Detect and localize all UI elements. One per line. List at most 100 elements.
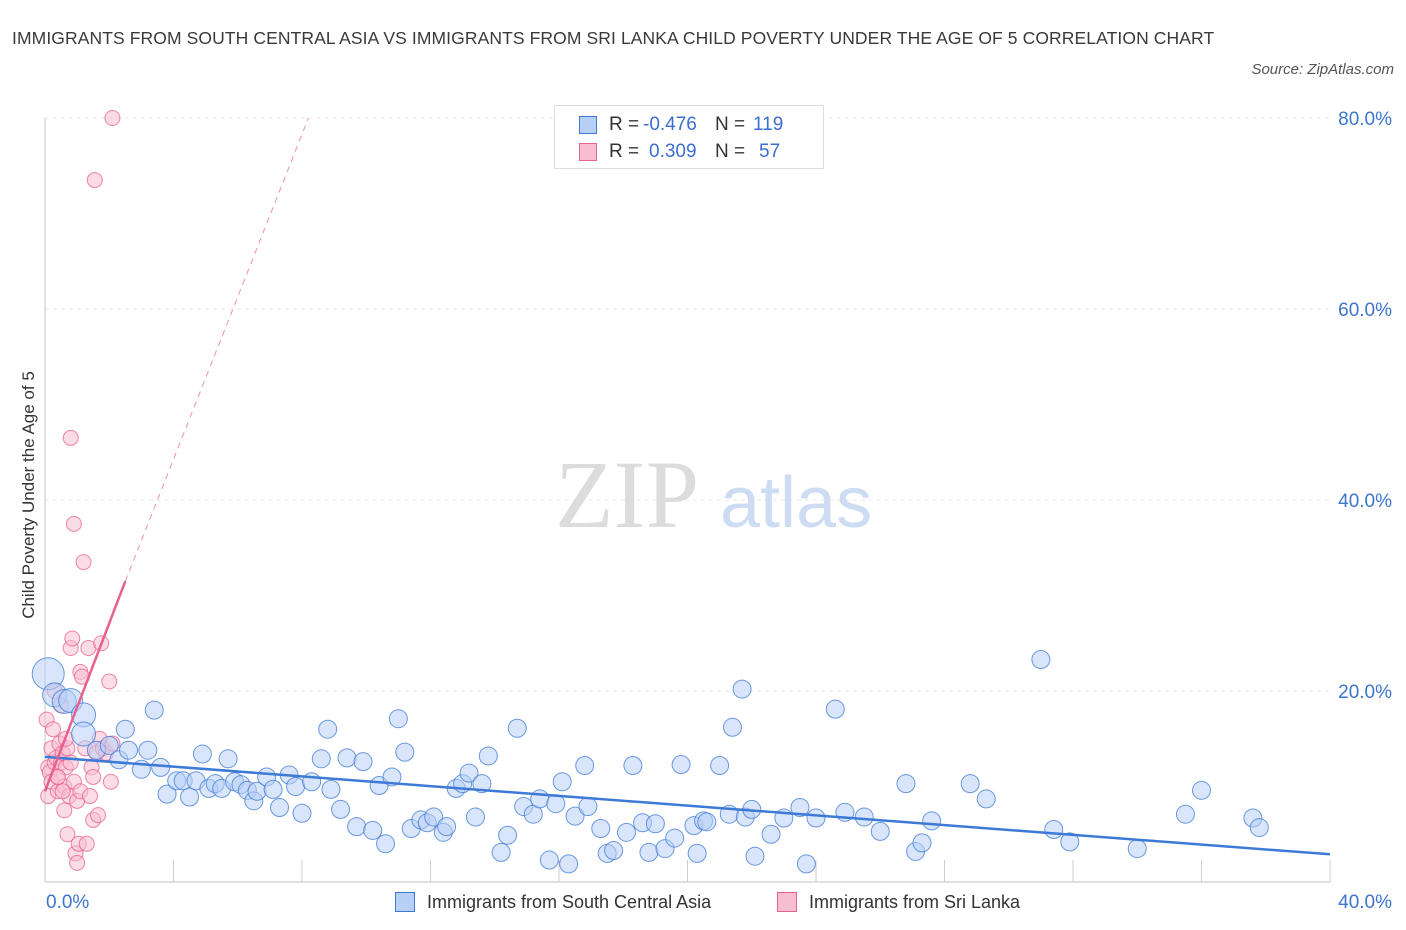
point-south-central-asia-96 [745, 846, 765, 866]
point-south-central-asia-111 [976, 789, 996, 809]
point-south-central-asia-32 [270, 798, 290, 818]
grid-lines [45, 117, 1330, 692]
sri-lanka-points [38, 110, 121, 871]
point-south-central-asia-47 [382, 767, 402, 787]
point-south-central-asia-15 [157, 784, 177, 804]
y-tick-label-3: 80.0% [1338, 109, 1392, 130]
legend-label: Immigrants from Sri Lanka [809, 891, 1021, 912]
point-south-central-asia-43 [353, 752, 373, 772]
point-south-central-asia-18 [180, 787, 200, 807]
point-south-central-asia-62 [491, 842, 511, 862]
legend-item-sri-lanka: Immigrants from Sri Lanka [777, 889, 1020, 915]
legend-swatch-blue [579, 116, 597, 134]
point-sri-lanka-27 [65, 515, 82, 532]
x-tick-label-1: 40.0% [1338, 892, 1392, 913]
point-south-central-asia-5 [71, 721, 97, 747]
legend-n-label: N = [715, 114, 746, 135]
point-sri-lanka-37 [78, 835, 95, 852]
y-axis-label: Child Poverty Under the Age of 5 [19, 371, 38, 619]
point-south-central-asia-7 [99, 735, 119, 755]
point-south-central-asia-114 [1060, 832, 1080, 852]
point-south-central-asia-115 [1127, 839, 1147, 859]
y-tick-label-1: 40.0% [1338, 491, 1392, 512]
point-south-central-asia-106 [896, 774, 916, 794]
point-south-central-asia-68 [539, 850, 559, 870]
legend-r-value: -0.476 [643, 114, 697, 135]
point-south-central-asia-12 [138, 740, 158, 760]
point-south-central-asia-20 [192, 744, 212, 764]
point-sri-lanka-42 [85, 768, 102, 785]
point-south-central-asia-77 [604, 840, 624, 860]
legend-n-value: 57 [759, 141, 781, 162]
legend-swatch-blue [395, 892, 415, 912]
point-sri-lanka-19 [59, 826, 76, 843]
legend-r-label: R = [609, 141, 640, 162]
legend-n-label: N = [715, 141, 746, 162]
point-south-central-asia-31 [263, 779, 283, 799]
point-south-central-asia-41 [337, 748, 357, 768]
point-sri-lanka-6 [45, 721, 62, 738]
point-south-central-asia-64 [507, 718, 527, 738]
legend-row-south-central-asia: R = -0.476 N = 119 [579, 112, 783, 138]
point-south-central-asia-14 [151, 757, 171, 777]
point-sri-lanka-50 [101, 673, 118, 690]
trend-lines [43, 117, 1331, 856]
legend-r-value: 0.309 [649, 141, 697, 162]
point-south-central-asia-84 [665, 828, 685, 848]
tick-labels: 20.0% 40.0% 60.0% 80.0% 0.0% 40.0% [46, 109, 1392, 913]
point-south-central-asia-79 [623, 755, 643, 775]
point-south-central-asia-89 [697, 812, 717, 832]
legend-label: Immigrants from South Central Asia [427, 891, 712, 912]
point-sri-lanka-45 [90, 807, 107, 824]
point-south-central-asia-116 [1175, 804, 1195, 824]
source-label: Source: ZipAtlas.com [1251, 61, 1394, 78]
x-tick-marks [44, 860, 1331, 882]
point-south-central-asia-81 [639, 842, 659, 862]
point-south-central-asia-73 [575, 755, 595, 775]
chart-title: IMMIGRANTS FROM SOUTH CENTRAL ASIA VS IM… [12, 28, 1215, 48]
point-south-central-asia-34 [286, 777, 306, 796]
point-south-central-asia-59 [465, 807, 485, 827]
point-south-central-asia-102 [825, 699, 845, 719]
point-south-central-asia-101 [806, 808, 826, 828]
point-south-central-asia-85 [671, 755, 691, 775]
point-south-central-asia-105 [870, 821, 890, 841]
point-south-central-asia-63 [498, 825, 518, 845]
point-south-central-asia-75 [591, 819, 611, 839]
point-south-central-asia-9 [115, 719, 135, 739]
point-sri-lanka-35 [75, 554, 92, 571]
point-south-central-asia-117 [1192, 780, 1211, 800]
point-south-central-asia-97 [761, 824, 781, 844]
point-south-central-asia-90 [710, 755, 730, 775]
point-south-central-asia-10 [119, 740, 139, 760]
point-south-central-asia-49 [395, 742, 415, 762]
point-south-central-asia-37 [311, 749, 331, 769]
legend-swatch-pink [777, 892, 797, 912]
point-south-central-asia-71 [559, 854, 579, 874]
point-south-central-asia-100 [796, 854, 816, 874]
legend-swatch-pink [579, 143, 597, 161]
trend-sri-lanka-extension [124, 117, 309, 582]
point-south-central-asia-38 [318, 719, 338, 739]
point-south-central-asia-58 [459, 763, 479, 783]
point-south-central-asia-109 [922, 811, 942, 831]
point-south-central-asia-44 [363, 820, 383, 840]
point-south-central-asia-24 [218, 749, 238, 769]
point-south-central-asia-104 [854, 807, 874, 827]
point-south-central-asia-112 [1031, 649, 1051, 669]
trend-south-central-asia [44, 755, 1331, 856]
point-sri-lanka-39 [81, 788, 98, 805]
point-south-central-asia-72 [565, 806, 585, 826]
point-south-central-asia-42 [347, 817, 367, 837]
point-south-central-asia-40 [331, 799, 351, 819]
point-south-central-asia-69 [546, 794, 566, 814]
point-south-central-asia-110 [960, 774, 980, 794]
legend-n-value: 119 [753, 114, 784, 135]
watermark-zip: ZIP [555, 441, 699, 548]
legend-row-sri-lanka: R = 0.309 N = 57 [579, 139, 780, 165]
point-south-central-asia-61 [478, 746, 498, 766]
south-central-asia-points [31, 649, 1269, 874]
point-south-central-asia-113 [1044, 819, 1064, 839]
point-south-central-asia-119 [1249, 818, 1269, 838]
